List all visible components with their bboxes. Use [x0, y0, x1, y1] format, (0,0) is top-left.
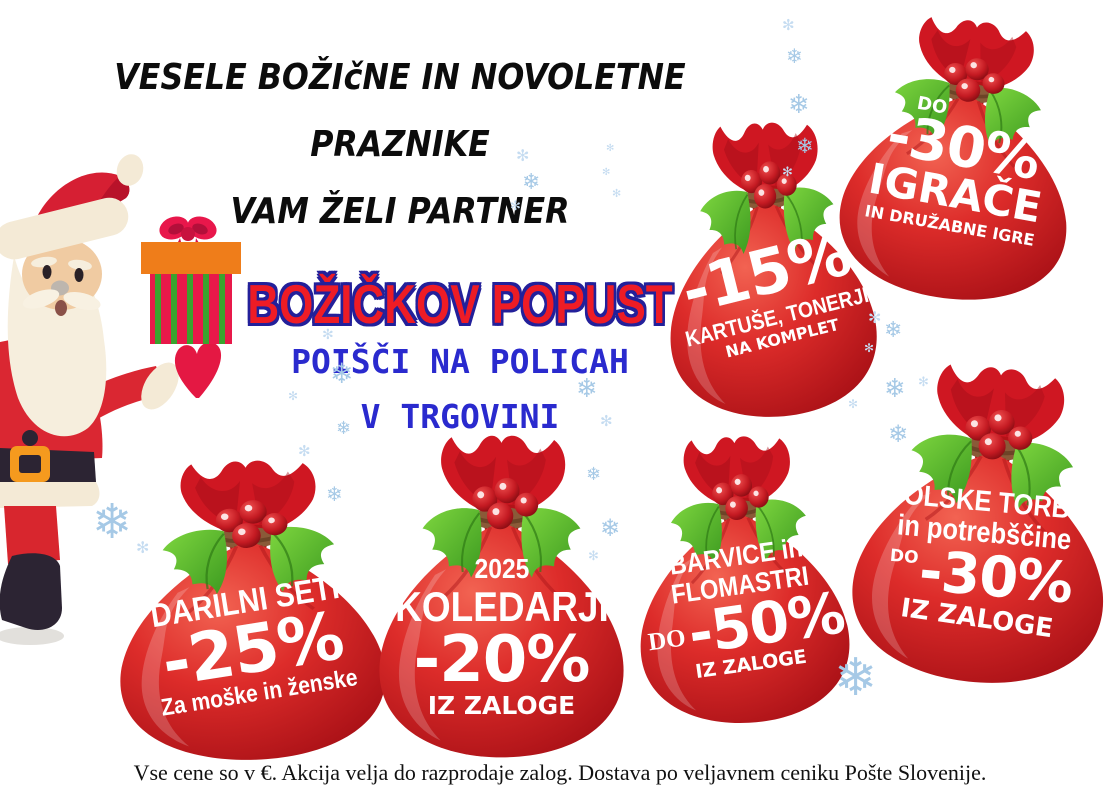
- snowflake-icon: ✻: [606, 143, 615, 154]
- snowflake-icon: ❄: [884, 318, 903, 343]
- discount-note: IZ ZALOGE: [427, 691, 576, 721]
- santa-buckle-inner: [19, 455, 41, 473]
- santa-cuff: [141, 362, 179, 410]
- santa-mustache: [63, 291, 101, 311]
- discount-sack-igrace: DO -30% IGRAČE IN DRUŽABNE IGRE: [815, 0, 1107, 319]
- discount-prefix: DO: [646, 624, 688, 657]
- snowflake-icon: ❄: [834, 648, 878, 708]
- greeting-text: VESELE BOŽIčNE IN NOVOLETNE PRAZNIKE VAM…: [0, 44, 800, 245]
- santa-eyebrow: [68, 259, 92, 271]
- santa-eye: [74, 268, 84, 282]
- discount-year: 2025: [474, 553, 529, 585]
- snowflake-icon: ❄: [330, 357, 354, 390]
- snowflake-icon: ❄: [796, 134, 814, 158]
- snowflake-icon: ✻: [782, 16, 795, 34]
- poster-subtitle: POIŠČI NA POLICAH V TRGOVINI: [160, 334, 760, 444]
- snowflake-icon: ❄: [888, 420, 909, 448]
- santa-boot: [0, 553, 62, 630]
- snowflake-icon: ✻: [516, 146, 530, 165]
- snowflake-icon: ✻: [602, 167, 611, 178]
- snowflake-icon: ❄: [92, 494, 133, 550]
- subtitle-line-1: POIŠČI NA POLICAH: [291, 342, 629, 381]
- snowflake-icon: ✻: [918, 375, 929, 390]
- discount-category: KOLEDARJI: [394, 583, 609, 631]
- poster-title: BOŽIČKOV POPUST: [247, 273, 673, 335]
- greeting-line-2: PRAZNIKE: [310, 124, 490, 165]
- santa-boot-shadow: [0, 627, 64, 645]
- santa-button: [22, 430, 38, 446]
- snowflake-icon: ❄: [522, 170, 541, 195]
- santa-pompom: [116, 154, 144, 186]
- greeting-line-3: VAM ŽELI PARTNER: [230, 191, 570, 232]
- snowflake-icon: ❄: [336, 418, 352, 439]
- subtitle-line-2: V TRGOVINI: [360, 397, 560, 436]
- snowflake-icon: ✻: [136, 538, 150, 557]
- greeting-line-1: VESELE BOŽIčNE IN NOVOLETNE: [114, 57, 686, 98]
- snowflake-icon: ❄: [600, 514, 621, 542]
- snowflake-icon: ❄: [786, 44, 803, 68]
- snowflake-icon: ✻: [588, 549, 599, 564]
- santa-coat-fur: [0, 482, 100, 508]
- santa-hat-band: [0, 197, 129, 260]
- snowflake-icon: ❄: [884, 374, 906, 404]
- santa-mouth: [55, 300, 67, 316]
- discount-value: -20%: [413, 622, 591, 697]
- santa-leg: [4, 506, 60, 564]
- santa-eye: [42, 265, 52, 279]
- snowflake-icon: ✻: [612, 187, 622, 200]
- snowflake-icon: ✻: [864, 341, 875, 355]
- snowflake-icon: ✻: [600, 412, 613, 430]
- snowflake-icon: ❄: [576, 374, 598, 404]
- snowflake-icon: ✻: [782, 165, 793, 180]
- snowflake-icon: ❄: [788, 90, 810, 120]
- snowflake-icon: ✻: [288, 389, 299, 403]
- snowflake-icon: ❄: [586, 464, 602, 485]
- discount-prefix: DO: [888, 545, 920, 568]
- gift-lid: [141, 242, 241, 274]
- snowflake-icon: ✻: [868, 308, 882, 327]
- santa-eyebrow: [31, 256, 57, 268]
- discount-sack-barvice: BARVICE in FLOMASTRI DO -50% IZ ZALOGE: [615, 422, 867, 734]
- discount-sack-darilni-seti: DARILNI SETI -25% Za moške in ženske: [95, 447, 407, 770]
- snowflake-icon: ❄: [326, 482, 343, 506]
- santa-mitten: [174, 342, 222, 398]
- footer-terms: Vse cene so v €. Akcija velja do razprod…: [133, 760, 987, 785]
- santa-mustache: [22, 289, 60, 309]
- snowflake-icon: ✻: [322, 327, 334, 343]
- snowflake-icon: ✻: [298, 442, 311, 460]
- santa-illustration: [0, 154, 241, 645]
- gift-box: [141, 216, 241, 344]
- snowflake-icon: ✻: [510, 199, 521, 214]
- discount-sack-koledarji: 2025 KOLEDARJI -20% IZ ZALOGE: [363, 426, 640, 763]
- snowflake-icon: ✻: [848, 397, 859, 411]
